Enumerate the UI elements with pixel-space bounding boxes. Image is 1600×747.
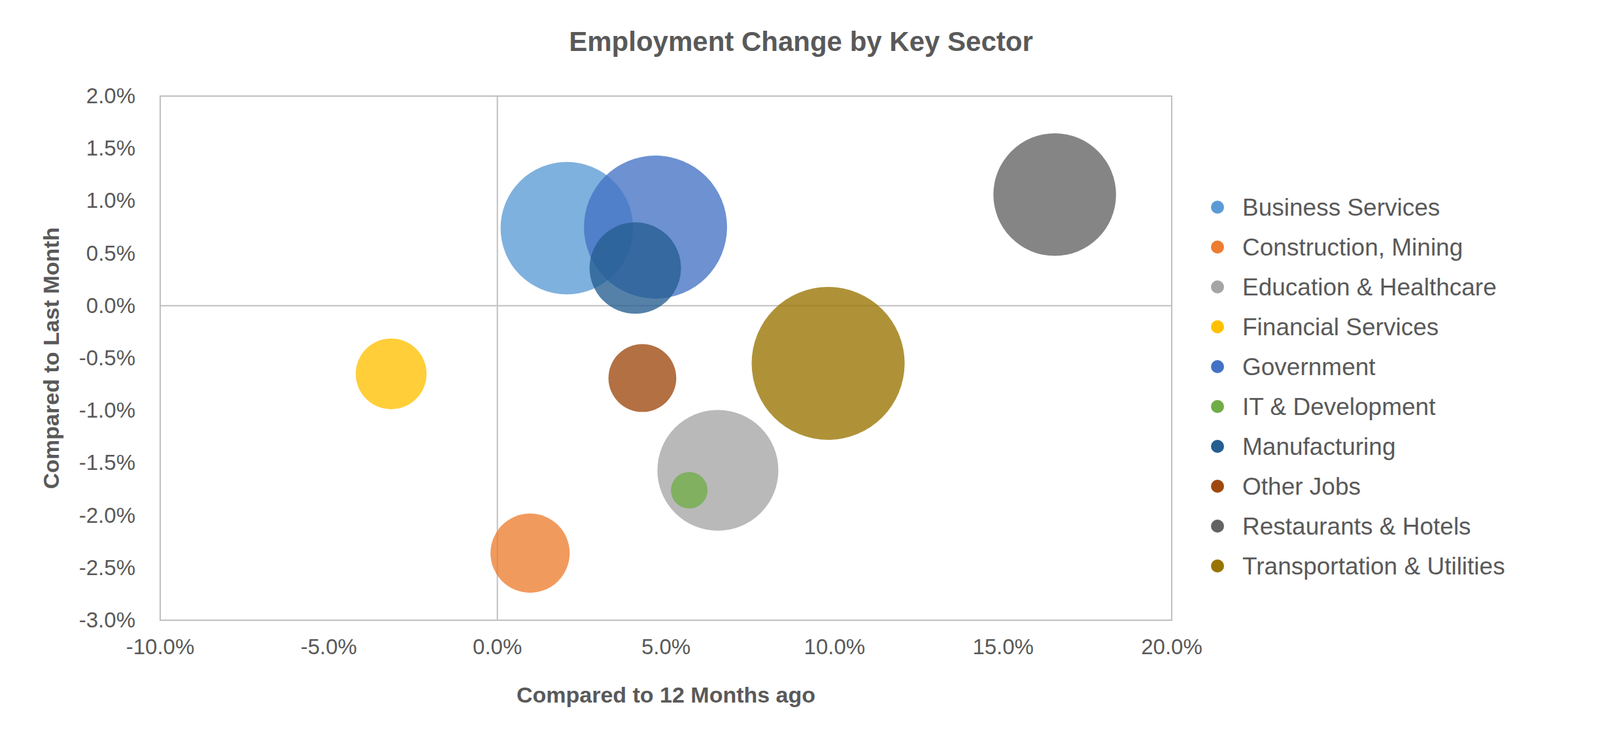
plot-frame (160, 96, 1172, 621)
legend-label: Transportation & Utilities (1242, 553, 1506, 580)
legend-marker (1210, 200, 1225, 214)
title: Employment Change by Key Sector (568, 26, 1034, 57)
y-tick-label: -0.5% (79, 345, 136, 371)
legend-marker (1210, 240, 1225, 254)
x-tick-label: 20.0% (1140, 634, 1203, 660)
y-tick-label: 0.5% (86, 241, 136, 266)
legend-label: Business Services (1242, 194, 1440, 222)
legend-label: Construction, Mining (1242, 234, 1463, 261)
y-tick-label: -3.0% (79, 608, 136, 633)
y-axis-label: Compared to Last Month (38, 227, 64, 490)
legend-marker (1210, 440, 1225, 454)
y-tick-label: 2.0% (86, 83, 136, 108)
legend-marker (1210, 559, 1225, 573)
legend-label: Education & Healthcare (1242, 273, 1497, 301)
legend: Business Services Construction, Mining Edu… (1210, 194, 1506, 580)
legend-marker (1210, 479, 1225, 494)
legend-marker (1210, 519, 1225, 533)
bubble (993, 133, 1117, 257)
y-tick-label: 1.0% (86, 188, 136, 213)
x-tick-label: 5.0% (641, 634, 691, 660)
x-axis-label: Compared to 12 Months ago (516, 682, 816, 708)
y-tick-label: -2.5% (79, 555, 136, 580)
bubble (657, 409, 779, 531)
bubbles (355, 133, 1117, 594)
y-tick-label: -1.5% (79, 450, 136, 475)
legend-label: Financial Services (1242, 313, 1439, 341)
legend-label: Other Jobs (1242, 473, 1361, 501)
legend-label: Restaurants & Hotels (1242, 513, 1472, 541)
bubble (355, 338, 427, 410)
x-tick-label: -5.0% (300, 634, 358, 660)
legend-label: Manufacturing (1242, 433, 1396, 461)
legend-marker (1210, 360, 1225, 374)
legend-label: IT & Development (1242, 393, 1436, 421)
legend-marker (1210, 400, 1225, 414)
chart: Employment Change by Key Sector -10.0% -5.… (0, 0, 1600, 747)
y-tick-label: -2.0% (79, 503, 136, 528)
bubble (608, 344, 677, 413)
legend-marker (1210, 280, 1225, 294)
zero-line (160, 305, 1172, 307)
y-tick-label: 0.0% (86, 293, 136, 318)
y-tick-label: 1.5% (86, 136, 136, 161)
bubble (751, 287, 905, 441)
y-tick-label: -1.0% (79, 398, 136, 423)
legend-label: Government (1242, 353, 1376, 381)
x-tick-label: 15.0% (972, 634, 1034, 660)
x-tick-label: 10.0% (804, 634, 866, 660)
legend-marker (1210, 320, 1225, 334)
bubble (670, 472, 708, 509)
bubble (490, 513, 570, 594)
bubble (589, 222, 682, 314)
x-tick-label: 0.0% (472, 634, 522, 660)
x-tick-label: -10.0% (126, 634, 195, 660)
